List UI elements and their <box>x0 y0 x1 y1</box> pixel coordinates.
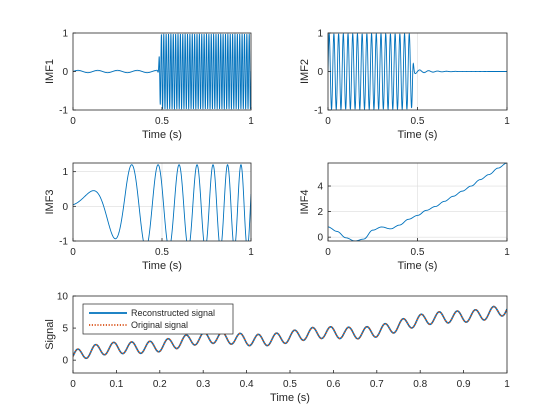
signal-ytick-label-1: 5 <box>62 324 68 335</box>
signal-ytick-label-2: 10 <box>57 292 69 303</box>
imf3-line <box>73 164 251 241</box>
imf2-ytick-label-0: -1 <box>314 106 323 117</box>
imf2-xtick-label-0: 0 <box>325 116 331 127</box>
signal-xtick-label-1: 0.1 <box>109 379 123 390</box>
imf2-xtick-label-2: 1 <box>504 116 510 127</box>
signal-xtick-label-3: 0.3 <box>196 379 210 390</box>
signal-xtick-label-0: 0 <box>70 379 76 390</box>
imf1-xtick-label-1: 0.5 <box>155 116 169 127</box>
imf1-ytick-label-2: 1 <box>62 29 68 40</box>
signal-legend: Reconstructed signal Original signal <box>82 303 234 335</box>
signal-legend-label-0: Reconstructed signal <box>131 308 215 318</box>
signal-legend-box <box>82 303 234 335</box>
imf3-xlabel: Time (s) <box>142 260 182 272</box>
signal-xlabel: Time (s) <box>270 392 310 404</box>
signal-xtick-label-7: 0.7 <box>370 379 384 390</box>
signal-xtick-label-6: 0.6 <box>326 379 340 390</box>
imf1-ytick-label-1: 0 <box>62 67 68 78</box>
signal-xtick-label-5: 0.5 <box>283 379 297 390</box>
imf3-ytick-label-0: -1 <box>59 237 68 248</box>
imf4-ylabel: IMF4 <box>299 189 311 214</box>
imf3-ytick-label-2: 1 <box>62 167 68 178</box>
imf2-line <box>328 33 507 110</box>
signal-ylabel: Signal <box>44 319 56 350</box>
imf1-ylabel: IMF1 <box>44 59 56 84</box>
imf2-xtick-label-1: 0.5 <box>411 116 425 127</box>
signal-xtick-label-2: 0.2 <box>153 379 167 390</box>
imf4-ytick-label-0: 0 <box>317 233 323 244</box>
imf4-xtick-label-0: 0 <box>325 247 331 258</box>
imf1-line <box>73 33 251 110</box>
imf4-xtick-label-1: 0.5 <box>411 247 425 258</box>
signal-series-0-line <box>73 305 507 360</box>
signal-xtick-label-10: 1 <box>504 379 510 390</box>
signal-xtick-label-9: 0.9 <box>457 379 471 390</box>
imf4-axes: 0 0.5 1 0 2 4 Time (s) IMF4 <box>299 162 510 272</box>
imf2-ylabel: IMF2 <box>299 59 311 84</box>
imf3-xtick-label-2: 1 <box>248 247 254 258</box>
imf4-line <box>328 163 507 241</box>
imf1-xlabel: Time (s) <box>142 129 182 141</box>
imf3-ytick-label-1: 0 <box>62 202 68 213</box>
imf4-ytick-label-1: 2 <box>317 207 323 218</box>
signal-ytick-label-0: 0 <box>62 356 68 367</box>
imf1-ytick-label-0: -1 <box>59 106 68 117</box>
imf4-xlabel: Time (s) <box>398 260 438 272</box>
signal-xtick-label-4: 0.4 <box>240 379 254 390</box>
imf3-xtick-label-0: 0 <box>70 247 76 258</box>
signal-xtick-label-8: 0.8 <box>413 379 427 390</box>
imf2-xlabel: Time (s) <box>398 129 438 141</box>
imf3-xtick-label-1: 0.5 <box>155 247 169 258</box>
imf2-ytick-label-2: 1 <box>317 29 323 40</box>
imf2-ytick-label-1: 0 <box>317 67 323 78</box>
imf3-ylabel: IMF3 <box>44 189 56 214</box>
signal-legend-label-1: Original signal <box>131 320 188 330</box>
imf1-xtick-label-2: 1 <box>248 116 254 127</box>
imf4-xtick-label-2: 1 <box>504 247 510 258</box>
imf4-ytick-label-2: 4 <box>317 182 323 193</box>
imf1-xtick-label-0: 0 <box>70 116 76 127</box>
